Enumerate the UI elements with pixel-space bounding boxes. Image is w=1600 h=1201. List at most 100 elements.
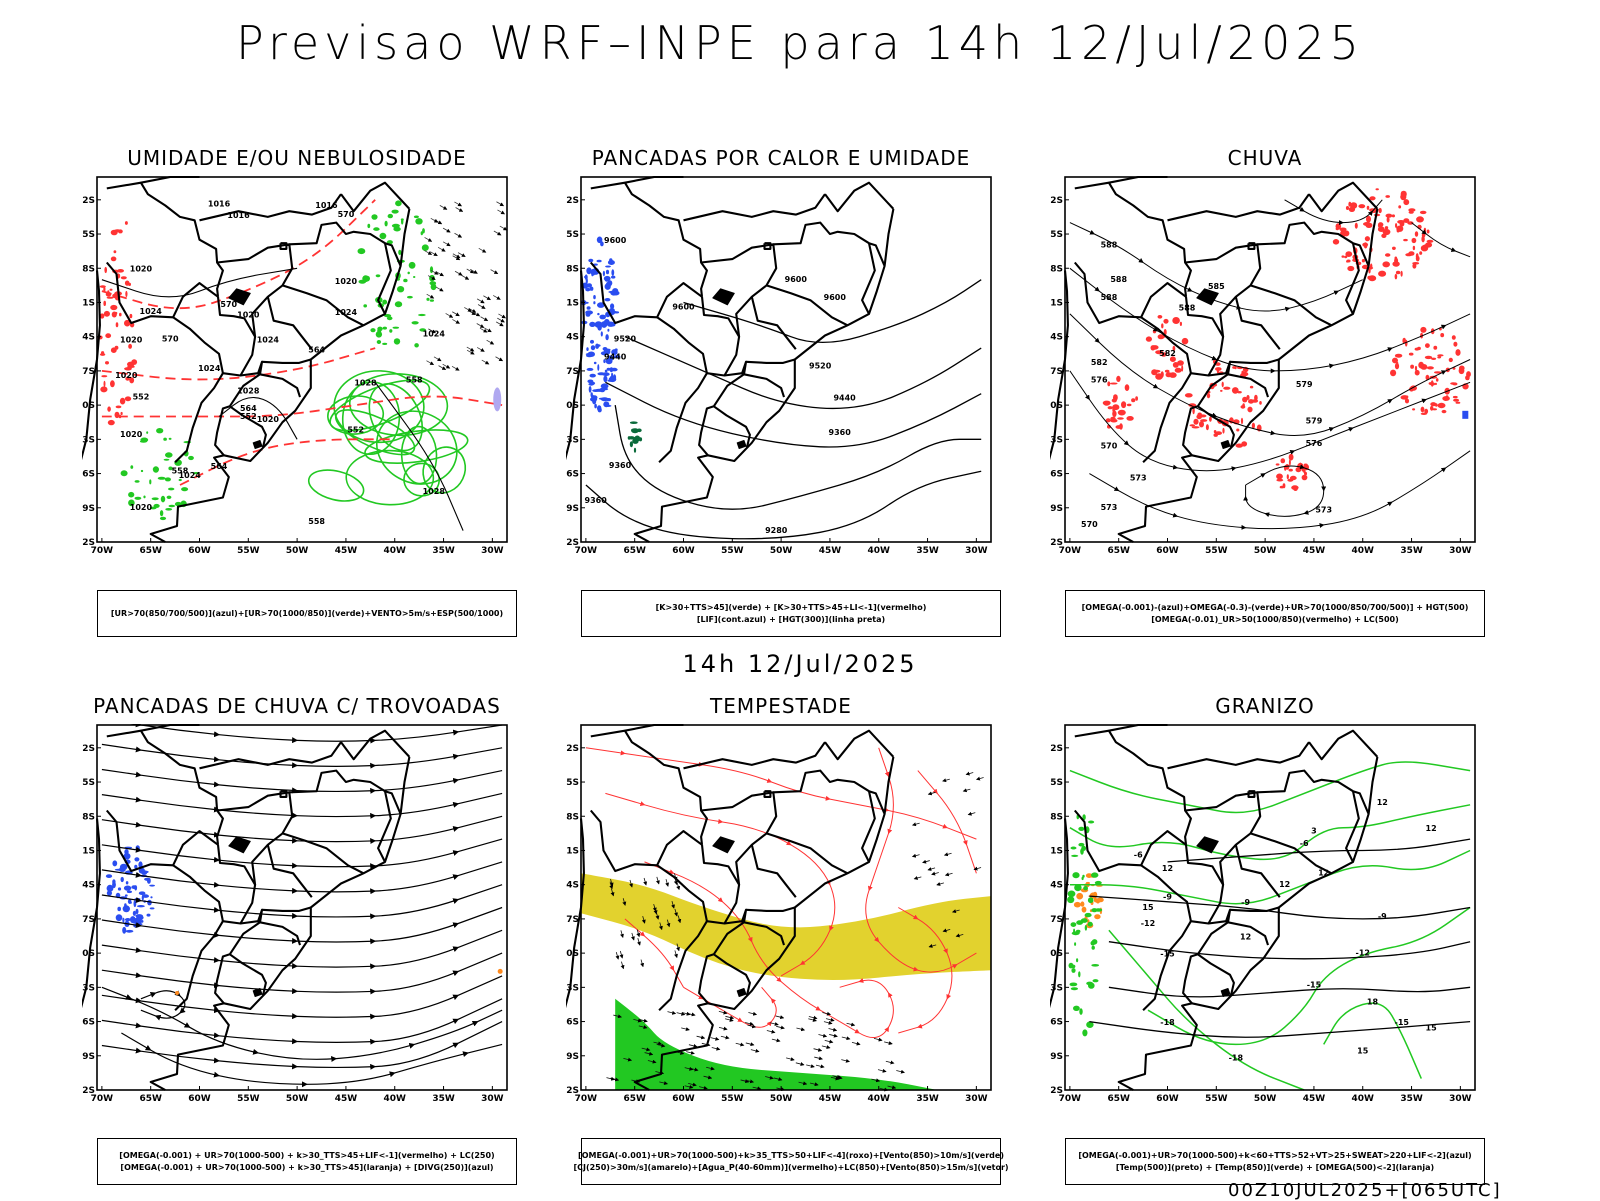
temp850-cell — [1069, 982, 1078, 987]
lat-tick-label: 33S — [1050, 435, 1063, 445]
wind-vector — [454, 232, 463, 238]
humidity-cell — [128, 282, 131, 286]
divergence-cell — [117, 906, 121, 912]
rain-cell — [1181, 365, 1184, 372]
lifted-index-cell — [605, 265, 611, 268]
humidity-cell — [101, 351, 105, 355]
rain-cell — [1363, 242, 1368, 249]
wind-vector — [476, 323, 485, 328]
border-line — [698, 908, 748, 1004]
streamline — [101, 815, 503, 845]
wind-vector — [476, 347, 485, 352]
humidity-cell — [393, 226, 401, 232]
rain-cell — [1422, 244, 1431, 248]
divergence-cell — [149, 907, 155, 910]
humidity-cell — [134, 480, 140, 483]
humidity-cell — [124, 221, 128, 225]
lon-tick-label: 65W — [139, 1094, 162, 1104]
wind-vector — [851, 1041, 861, 1046]
border-line — [1142, 920, 1192, 1011]
rain-cell — [1222, 427, 1225, 434]
humidity-cell — [181, 487, 189, 492]
wind-vector — [428, 328, 436, 334]
border-line — [1197, 953, 1235, 996]
temp850-cell — [1078, 971, 1081, 978]
lifted-index-cell — [593, 361, 597, 365]
lon-tick-label: 70W — [1059, 546, 1082, 556]
wind-vector — [457, 252, 466, 257]
streamline — [1243, 464, 1327, 518]
federal-district — [763, 790, 772, 798]
border-line — [1229, 358, 1280, 364]
humidity-contour — [345, 449, 435, 506]
wind-vector — [821, 1045, 831, 1050]
rain-cell — [1131, 398, 1136, 403]
border-line — [261, 358, 312, 364]
wind-vector — [671, 900, 675, 909]
divergence-cell — [105, 874, 113, 878]
contour-label: 573 — [1101, 503, 1118, 512]
rain-cell — [1282, 483, 1286, 489]
coastline-west — [1050, 270, 1069, 461]
wind-vector — [928, 944, 937, 948]
wind-vector — [667, 1010, 677, 1015]
humidity-cell — [115, 322, 119, 328]
humidity-cell — [160, 495, 166, 503]
contour-label: 552 — [133, 392, 150, 401]
rain-cell — [1165, 372, 1173, 378]
rain-cell — [1151, 345, 1159, 350]
background — [581, 177, 991, 542]
contour-label: 9520 — [614, 334, 637, 343]
lon-tick-label: 30W — [1449, 546, 1472, 556]
wind-vector — [973, 866, 982, 871]
wind-vector — [631, 932, 635, 941]
rain-cell — [1414, 231, 1419, 237]
border-line — [1227, 373, 1270, 398]
wind-vector — [470, 269, 478, 274]
rain-cell — [1424, 355, 1433, 360]
wind-vector — [677, 915, 682, 924]
wind-vector — [655, 912, 660, 920]
humidity-cell — [152, 466, 159, 473]
wind-vector — [659, 1081, 668, 1085]
wind-vector — [435, 286, 444, 292]
wind-vector — [480, 316, 489, 322]
rain-cell — [1437, 402, 1446, 409]
contour-label: 9520 — [809, 362, 832, 371]
rain-cell — [1366, 205, 1370, 210]
humidity-cell — [103, 300, 106, 306]
lagoon — [252, 440, 263, 449]
divergence-cell — [122, 917, 125, 923]
rain-cell — [1117, 409, 1126, 416]
lon-tick-label: 65W — [623, 1094, 646, 1104]
lifted-index-cell — [590, 339, 594, 344]
wind-vector — [481, 359, 490, 365]
lat-tick-label: 30S — [566, 949, 579, 959]
contour-label: 1020 — [120, 430, 143, 439]
border-line — [266, 296, 313, 350]
rain-cell — [1346, 260, 1349, 263]
border-line — [1345, 242, 1360, 315]
contour-label: 1024 — [198, 364, 221, 373]
wind-vector — [823, 1020, 833, 1025]
humidity-cell — [413, 276, 416, 278]
contour-label: -9 — [1378, 912, 1387, 921]
contour-label: 9360 — [829, 428, 852, 437]
streamline — [605, 792, 836, 977]
lon-tick-label: 55W — [1205, 1094, 1228, 1104]
contour-label: 570 — [1101, 441, 1118, 450]
rain-cell — [1412, 245, 1416, 251]
contour-label: 585 — [1208, 282, 1225, 291]
rain-cell — [1451, 335, 1456, 340]
rain-cell — [1441, 409, 1447, 414]
humidity-cell — [125, 290, 128, 298]
wind-vector — [887, 1085, 897, 1090]
humidity-cell — [384, 220, 388, 227]
temp850-cell — [1076, 920, 1083, 925]
rain-cell — [1124, 384, 1130, 391]
border-line — [1073, 809, 1187, 873]
border-line — [1074, 729, 1192, 845]
rain-cell — [1432, 408, 1437, 411]
wind-vector — [828, 1027, 838, 1032]
lon-tick-label: 45W — [1303, 1094, 1326, 1104]
